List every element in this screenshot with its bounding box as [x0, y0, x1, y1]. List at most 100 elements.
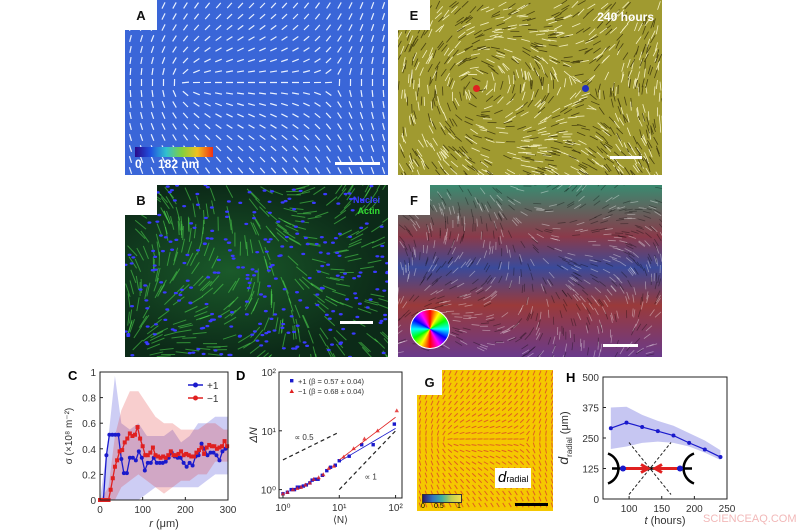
c-point [119, 457, 123, 461]
c-point [217, 458, 221, 462]
c-point [149, 461, 153, 465]
c-point [182, 461, 186, 465]
h-point [624, 421, 628, 425]
d-legend-label: +1 (β = 0.57 ± 0.04) [298, 377, 364, 386]
d-xlabel: ⟨N⟩ [333, 515, 348, 526]
c-point [225, 444, 229, 448]
d-point [371, 443, 374, 446]
c-point [191, 463, 195, 467]
c-point [140, 456, 144, 460]
h-ytick-label: 0 [593, 495, 599, 506]
c-point [141, 444, 145, 448]
h-xtick-label: 200 [686, 504, 703, 515]
c-point [133, 433, 137, 437]
c-point [136, 425, 140, 429]
c-point [202, 452, 206, 456]
c-ylabel: σ (×10⁸ m⁻²) [64, 408, 75, 465]
c-xtick-label: 300 [220, 505, 237, 516]
c-point [223, 439, 227, 443]
d-xtick-label: 10² [388, 503, 403, 514]
h-ytick-label: 250 [582, 434, 599, 445]
c-ytick-label: 0.4 [82, 445, 96, 456]
h-xtick-label: 100 [621, 504, 638, 515]
d-guide-label: ∝ 1 [364, 472, 377, 481]
c-point [115, 458, 119, 462]
c-ytick-label: 1 [90, 368, 96, 379]
c-point [125, 471, 129, 475]
d-point [393, 422, 396, 425]
h-defect-minus [677, 466, 683, 472]
d-legend-label: −1 (β = 0.68 ± 0.04) [298, 387, 364, 396]
c-point [137, 449, 141, 453]
d-legend-marker [290, 379, 293, 382]
c-point [148, 451, 152, 455]
c-point [134, 458, 138, 462]
c-point [138, 437, 142, 441]
c-point [125, 437, 129, 441]
h-point [640, 425, 644, 429]
d-guide-label: ∝ 0.5 [294, 433, 314, 442]
c-point [113, 465, 117, 469]
c-ytick-label: 0.2 [82, 470, 96, 481]
d-ytick-label: 10¹ [262, 427, 277, 438]
c-point [123, 440, 127, 444]
c-point [116, 433, 120, 437]
d-point [316, 475, 320, 479]
h-point [687, 441, 691, 445]
h-point [671, 434, 675, 438]
c-point [111, 476, 115, 480]
h-xlabel: t (hours) [645, 515, 686, 527]
d-fit-1 [339, 417, 395, 460]
c-xtick-label: 0 [97, 505, 103, 516]
d-legend-marker [290, 389, 295, 393]
c-point [220, 444, 224, 448]
c-point [151, 446, 155, 450]
c-ytick-label: 0 [90, 496, 96, 507]
h-xtick-label: 150 [653, 504, 670, 515]
c-legend-label: +1 [207, 381, 219, 392]
d-xtick-label: 10⁰ [275, 503, 290, 514]
h-arrow-left-icon [655, 465, 677, 473]
c-point [166, 453, 170, 457]
d-xtick-label: 10¹ [332, 503, 347, 514]
c-xlabel: r (μm) [149, 518, 179, 530]
c-point [200, 446, 204, 450]
h-point [656, 429, 660, 433]
d-point [362, 437, 366, 441]
d-point [347, 454, 350, 457]
h-arrow-right-icon [626, 465, 648, 473]
h-ytick-label: 500 [582, 373, 599, 384]
h-point [703, 447, 707, 451]
h-ytick-label: 375 [582, 404, 599, 415]
h-point [609, 426, 613, 430]
watermark: SCIENCEAQ.COM [703, 513, 797, 525]
c-point [169, 449, 173, 453]
d-ytick-label: 10² [262, 368, 277, 379]
c-point [200, 442, 204, 446]
c-point [179, 449, 183, 453]
c-point [164, 460, 168, 464]
c-legend-marker [193, 396, 198, 401]
c-point [143, 469, 147, 473]
d-ytick-label: 10⁰ [261, 486, 276, 497]
d-ylabel: ΔN [248, 427, 260, 443]
c-xtick-label: 200 [177, 505, 194, 516]
c-ytick-label: 0.6 [82, 419, 96, 430]
c-point [192, 454, 196, 458]
c-xtick-label: 100 [134, 505, 151, 516]
d-point [395, 408, 399, 412]
c-legend-marker [193, 383, 198, 388]
c-point [185, 465, 189, 469]
d-point [375, 429, 379, 433]
h-ytick-label: 125 [582, 465, 599, 476]
c-point [109, 488, 113, 492]
c-ytick-label: 0.8 [82, 394, 96, 405]
c-point [120, 448, 124, 452]
h-defect-plus [620, 466, 626, 472]
c-legend-label: −1 [207, 394, 219, 405]
h-ylabel: dradial (μm) [555, 411, 574, 464]
c-point [104, 453, 108, 457]
h-point [718, 455, 722, 459]
c-point [214, 453, 218, 457]
